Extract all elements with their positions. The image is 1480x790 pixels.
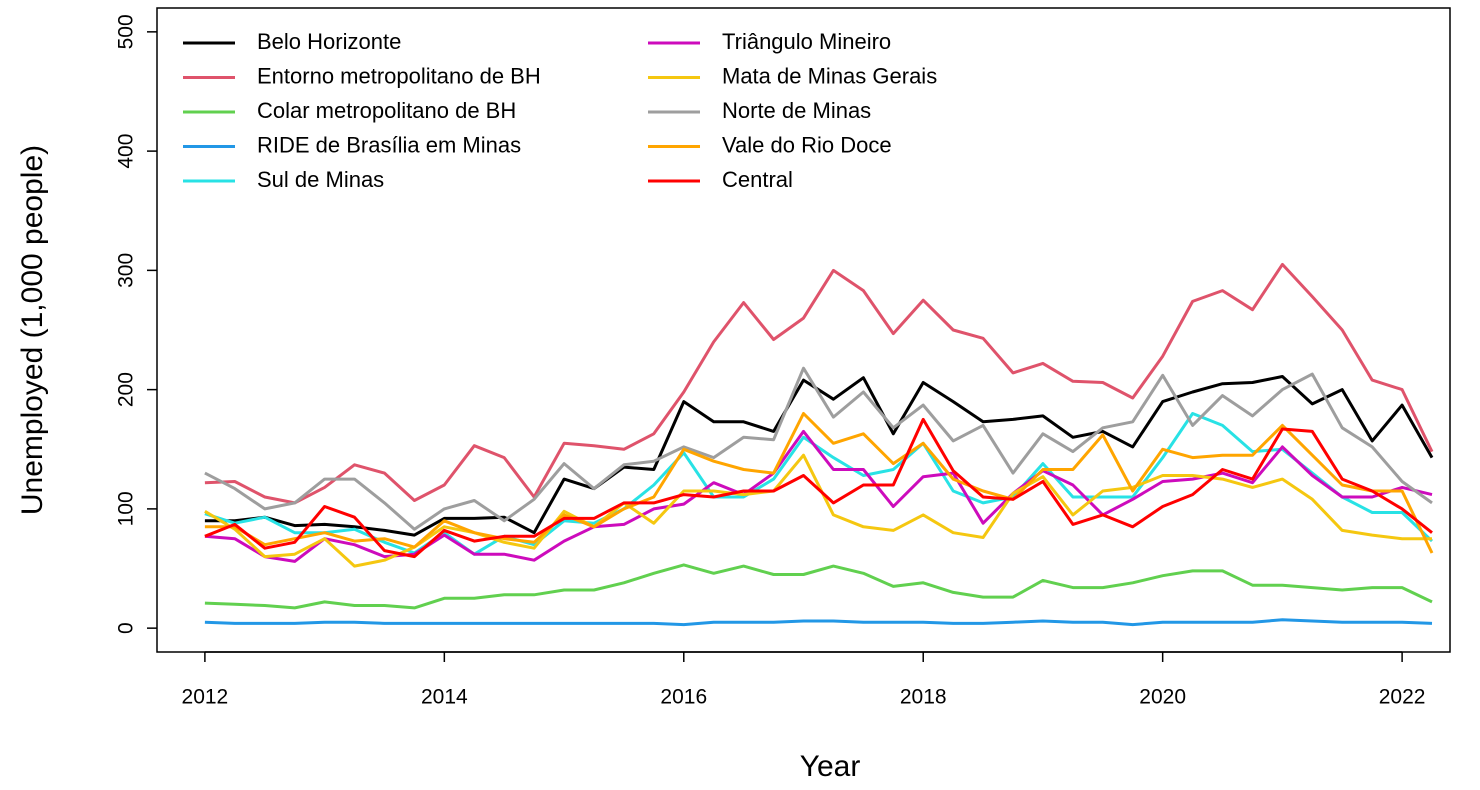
series-line xyxy=(204,417,1433,559)
series-line xyxy=(204,412,1434,554)
y-tick-label: 0 xyxy=(115,622,138,634)
series-line xyxy=(204,618,1433,627)
legend-label: Entorno metropolitano de BH xyxy=(257,63,541,88)
x-tick-label: 2014 xyxy=(421,686,468,709)
y-tick-label: 100 xyxy=(115,491,138,526)
x-axis-label: Year xyxy=(800,750,861,783)
series-line xyxy=(204,563,1433,610)
x-tick-label: 2022 xyxy=(1379,686,1426,709)
legend-label: Sul de Minas xyxy=(257,167,384,192)
series-line xyxy=(204,429,1433,563)
series-line xyxy=(204,412,1434,556)
legend-label: Central xyxy=(722,167,793,192)
series-line xyxy=(204,453,1432,568)
legend-label: RIDE de Brasília em Minas xyxy=(257,132,521,157)
legend-label: Mata de Minas Gerais xyxy=(722,63,937,88)
x-tick-label: 2012 xyxy=(182,686,229,709)
y-tick-label: 500 xyxy=(115,14,138,49)
series-line xyxy=(204,262,1434,505)
y-tick-label: 300 xyxy=(115,253,138,288)
series-line xyxy=(204,366,1433,531)
y-axis-label: Unemployed (1,000 people) xyxy=(16,145,49,515)
series-line xyxy=(204,375,1434,537)
y-tick-label: 400 xyxy=(115,134,138,169)
x-tick-label: 2020 xyxy=(1139,686,1186,709)
legend-label: Triângulo Mineiro xyxy=(722,29,891,54)
x-tick-label: 2016 xyxy=(660,686,707,709)
legend-label: Colar metropolitano de BH xyxy=(257,98,516,123)
legend-label: Norte de Minas xyxy=(722,98,871,123)
x-tick-label: 2018 xyxy=(900,686,947,709)
legend-label: Belo Horizonte xyxy=(257,29,401,54)
y-tick-label: 200 xyxy=(115,372,138,407)
legend-label: Vale do Rio Doce xyxy=(722,132,892,157)
